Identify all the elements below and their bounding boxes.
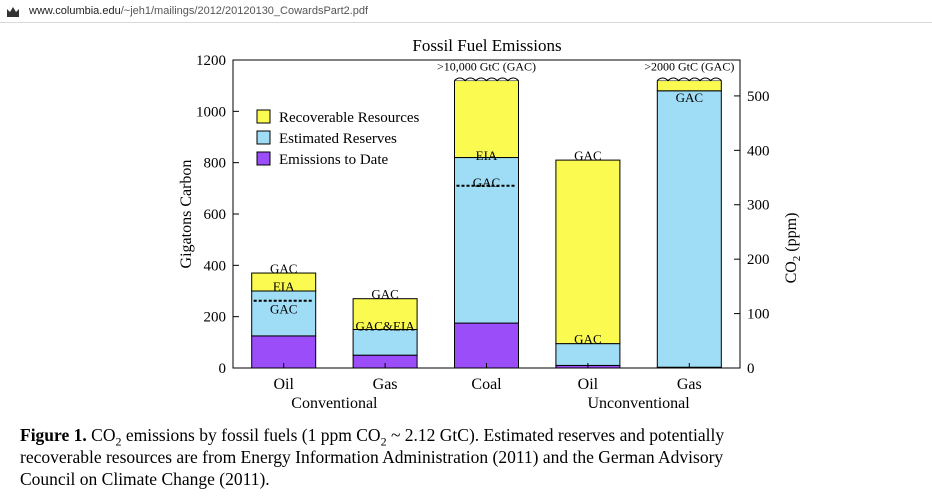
break-mask (453, 73, 520, 81)
legend-label: Recoverable Resources (279, 110, 420, 126)
x-tick-label: Oil (273, 376, 294, 393)
y-axis-left: 0 200 400 600 800 1000 1200 (196, 53, 239, 377)
bar-segment (454, 80, 519, 159)
legend-swatch (256, 151, 271, 166)
legend-swatch (256, 130, 271, 145)
figure-caption: Figure 1. CO2 emissions by fossil fuels … (20, 424, 925, 490)
caption-part-c: ~ 2.12 GtC). Estimated reserves and pote… (386, 425, 725, 445)
source-annotation: GAC (473, 175, 500, 190)
y2-axis-label-b: (ppm) (783, 213, 800, 256)
legend: Recoverable Resources Estimated Reserves E… (256, 109, 420, 168)
chart-title: Fossil Fuel Emissions (412, 36, 561, 55)
y-tick-label: 0 (219, 361, 227, 377)
y-tick-label: 800 (204, 156, 227, 172)
source-annotation: GAC (270, 301, 297, 316)
source-annotation: GAC (574, 148, 601, 163)
y2-axis-label-sub: 2 (791, 256, 803, 262)
x-axis: Oil Gas Coal Oil Gas Conventional Unconvention… (273, 363, 702, 412)
x-tick-label: Gas (373, 376, 398, 393)
caption-sub-2: 2 (380, 434, 387, 449)
bar-segment (352, 298, 418, 331)
break-mask (656, 73, 723, 81)
y2-tick-label: 300 (747, 198, 770, 214)
caption-line-1: Figure 1. CO2 emissions by fossil fuels … (20, 424, 925, 449)
bar-segment (352, 329, 418, 356)
y-tick-label: 200 (204, 310, 227, 326)
y2-tick-label: 200 (747, 252, 770, 268)
x-tick-label: Gas (677, 376, 702, 393)
y-tick-label: 1200 (196, 53, 226, 69)
url-path: /~jeh1/mailings/2012/20120130_CowardsPar… (120, 5, 369, 17)
y-axis-label: Gigatons Carbon (178, 160, 195, 269)
caption-part-b: emissions by fossil fuels (1 ppm CO (121, 425, 381, 445)
source-annotation: GAC (676, 90, 703, 105)
source-annotation: EIA (476, 148, 498, 163)
x-group-label: Conventional (291, 395, 378, 412)
caption-co: CO (91, 425, 116, 445)
source-annotation: GAC (371, 287, 398, 302)
bar-segment (555, 159, 621, 345)
caption-sub-1: 2 (115, 434, 122, 449)
caption-line-2: recoverable resources are from Energy In… (20, 447, 724, 467)
bar-segment (251, 290, 317, 337)
y-tick-label: 400 (204, 258, 227, 274)
y2-tick-label: 500 (747, 89, 770, 105)
address-bar[interactable]: www.columbia.edu/~jeh1/mailings/2012/201… (0, 0, 932, 23)
x-tick-label: Coal (471, 376, 502, 393)
source-annotation: GAC (574, 331, 601, 346)
y2-axis-label-a: CO (783, 261, 800, 283)
bars (251, 80, 722, 369)
y2-axis-label: CO2 (ppm) (783, 213, 803, 284)
bar-segment (555, 343, 621, 366)
annotations: >10,000 GtC (GAC) >2000 GtC (GAC) GAC EIA GA… (270, 60, 734, 347)
y2-tick-label: 100 (747, 307, 770, 323)
bar-segment (656, 90, 722, 368)
y-axis-right: 0 100 200 300 400 500 (734, 89, 770, 377)
y2-tick-label: 0 (747, 361, 755, 377)
break-wave (454, 77, 519, 82)
legend-swatch (256, 109, 271, 124)
bar-segment (454, 322, 519, 369)
source-annotation: GAC (270, 261, 297, 276)
source-annotation: GAC&EIA (355, 319, 415, 334)
break-wave (656, 77, 722, 82)
url-text[interactable]: www.columbia.edu/~jeh1/mailings/2012/201… (29, 5, 368, 17)
legend-label: Emissions to Date (279, 152, 389, 168)
fossil-fuel-chart: Fossil Fuel Emissions 020040060080010001… (178, 36, 803, 412)
columbia-crown-icon (5, 3, 21, 19)
caption-line-3: Council on Climate Change (2011). (20, 469, 270, 489)
legend-label: Estimated Reserves (279, 131, 397, 147)
break-label: >2000 GtC (GAC) (644, 60, 734, 74)
y-tick-label: 600 (204, 207, 227, 223)
break-label: >10,000 GtC (GAC) (437, 60, 536, 74)
x-group-label: Unconventional (587, 395, 690, 412)
source-annotation: EIA (273, 279, 295, 294)
caption-label: Figure 1. (20, 425, 87, 445)
y2-tick-label: 400 (747, 143, 770, 159)
y-tick-label: 1000 (196, 104, 226, 120)
url-host: www.columbia.edu (29, 5, 121, 17)
x-tick-label: Oil (578, 376, 599, 393)
bar-segment (251, 272, 317, 292)
